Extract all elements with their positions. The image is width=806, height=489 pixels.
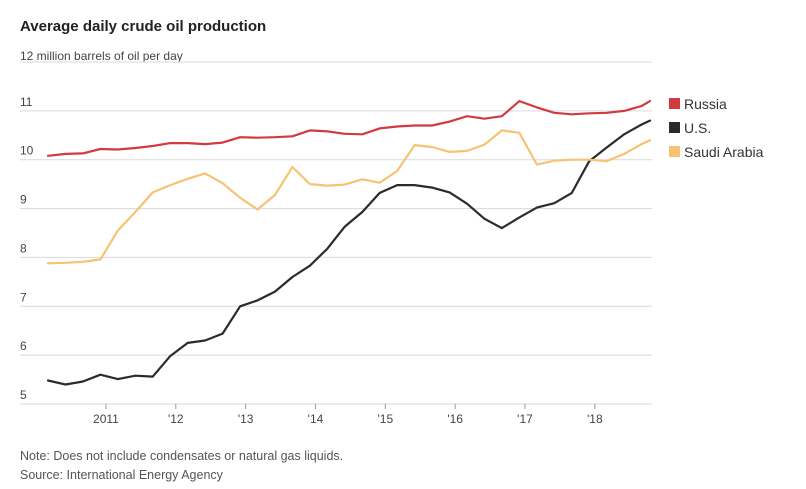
x-tick-label: '17 <box>517 412 533 426</box>
y-tick-label: 7 <box>20 290 27 304</box>
x-tick-label: '16 <box>447 412 463 426</box>
series-lines <box>46 99 652 386</box>
legend-swatch <box>669 98 680 109</box>
x-axis-ticks: 2011 '12 '13 '14 '15 '16 '17 '18 <box>93 404 603 426</box>
y-tick-label: 8 <box>20 241 27 255</box>
legend: Russia U.S. Saudi Arabia <box>669 96 764 160</box>
y-axis-unit-label: 12 million barrels of oil per day <box>20 49 183 63</box>
chart-title: Average daily crude oil production <box>20 18 266 35</box>
y-tick-label: 10 <box>20 144 34 158</box>
x-tick-label: '18 <box>587 412 603 426</box>
y-tick-label: 11 <box>20 95 33 109</box>
y-tick-label: 5 <box>20 388 27 402</box>
series-line-u-s <box>46 119 652 386</box>
y-axis-ticks: 5 6 7 8 9 10 11 <box>20 95 34 402</box>
x-tick-label: 2011 <box>93 412 119 426</box>
legend-label: Saudi Arabia <box>684 144 764 160</box>
series-line-russia <box>46 99 652 157</box>
legend-label: Russia <box>684 96 727 112</box>
legend-swatch <box>669 146 680 157</box>
x-tick-label: '14 <box>308 412 324 426</box>
series-line-saudi-arabia <box>46 129 652 265</box>
x-tick-label: '12 <box>168 412 184 426</box>
legend-swatch <box>669 122 680 133</box>
x-tick-label: '15 <box>377 412 393 426</box>
footnote: Note: Does not include condensates or na… <box>20 449 343 463</box>
legend-label: U.S. <box>684 120 711 136</box>
y-tick-label: 6 <box>20 339 27 353</box>
y-tick-label: 9 <box>20 193 27 207</box>
x-tick-label: '13 <box>238 412 254 426</box>
source-note: Source: International Energy Agency <box>20 468 224 482</box>
gridlines <box>20 61 652 405</box>
